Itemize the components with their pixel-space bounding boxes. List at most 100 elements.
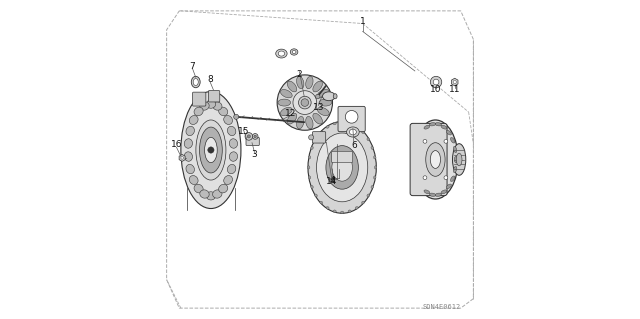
FancyBboxPatch shape xyxy=(246,137,259,145)
Text: 3: 3 xyxy=(252,150,257,159)
Text: 8: 8 xyxy=(207,75,213,84)
Ellipse shape xyxy=(287,113,297,124)
Ellipse shape xyxy=(362,131,364,134)
Ellipse shape xyxy=(189,175,198,184)
Ellipse shape xyxy=(308,156,311,159)
Ellipse shape xyxy=(317,90,329,98)
Ellipse shape xyxy=(374,156,376,159)
Ellipse shape xyxy=(319,99,332,106)
Ellipse shape xyxy=(184,139,193,148)
Ellipse shape xyxy=(194,107,203,116)
Circle shape xyxy=(252,134,258,139)
Circle shape xyxy=(444,139,448,143)
Ellipse shape xyxy=(308,176,311,179)
Circle shape xyxy=(423,139,427,143)
FancyBboxPatch shape xyxy=(338,106,365,132)
Ellipse shape xyxy=(348,210,351,212)
Ellipse shape xyxy=(224,115,232,124)
Ellipse shape xyxy=(200,190,209,198)
Text: 10: 10 xyxy=(430,85,442,94)
Ellipse shape xyxy=(320,131,323,134)
Ellipse shape xyxy=(452,144,466,175)
Ellipse shape xyxy=(313,81,323,92)
Text: 16: 16 xyxy=(171,140,182,150)
Circle shape xyxy=(247,135,250,138)
Ellipse shape xyxy=(333,122,336,125)
Ellipse shape xyxy=(224,175,232,184)
Ellipse shape xyxy=(313,113,323,124)
Ellipse shape xyxy=(280,107,292,116)
Ellipse shape xyxy=(340,121,344,124)
Text: 11: 11 xyxy=(449,85,460,94)
Ellipse shape xyxy=(196,120,226,180)
Circle shape xyxy=(308,135,314,140)
Ellipse shape xyxy=(349,129,356,135)
Circle shape xyxy=(423,176,427,180)
Ellipse shape xyxy=(306,116,313,129)
Ellipse shape xyxy=(307,166,310,169)
Ellipse shape xyxy=(278,51,285,56)
Ellipse shape xyxy=(441,190,447,194)
Ellipse shape xyxy=(227,164,236,174)
Circle shape xyxy=(254,135,257,138)
Ellipse shape xyxy=(276,49,287,58)
Circle shape xyxy=(430,76,442,88)
Ellipse shape xyxy=(205,137,217,163)
FancyBboxPatch shape xyxy=(332,151,353,163)
Ellipse shape xyxy=(355,126,358,128)
Text: 2: 2 xyxy=(296,70,302,78)
Circle shape xyxy=(346,110,358,123)
FancyBboxPatch shape xyxy=(410,123,447,196)
Ellipse shape xyxy=(308,122,376,213)
Ellipse shape xyxy=(296,116,304,129)
Text: 7: 7 xyxy=(189,62,195,71)
Circle shape xyxy=(234,114,239,119)
FancyBboxPatch shape xyxy=(312,132,326,143)
Ellipse shape xyxy=(317,133,368,202)
Ellipse shape xyxy=(374,166,377,169)
Ellipse shape xyxy=(355,207,358,209)
Ellipse shape xyxy=(280,90,292,98)
Ellipse shape xyxy=(426,143,445,176)
Ellipse shape xyxy=(278,99,291,106)
Ellipse shape xyxy=(446,184,451,189)
Ellipse shape xyxy=(296,76,304,89)
Ellipse shape xyxy=(347,127,359,137)
Ellipse shape xyxy=(229,152,237,161)
Ellipse shape xyxy=(326,146,358,189)
Ellipse shape xyxy=(194,184,203,193)
Circle shape xyxy=(453,80,456,84)
Circle shape xyxy=(316,94,320,99)
Ellipse shape xyxy=(293,91,317,115)
Ellipse shape xyxy=(189,115,198,124)
Ellipse shape xyxy=(367,138,370,141)
Ellipse shape xyxy=(219,184,228,193)
Ellipse shape xyxy=(298,96,311,109)
Ellipse shape xyxy=(277,75,333,130)
Ellipse shape xyxy=(212,102,222,110)
Ellipse shape xyxy=(292,50,296,54)
Ellipse shape xyxy=(451,176,455,182)
Ellipse shape xyxy=(326,207,329,209)
Circle shape xyxy=(245,133,253,140)
Ellipse shape xyxy=(441,125,447,129)
Ellipse shape xyxy=(374,176,376,179)
Ellipse shape xyxy=(332,154,353,181)
Ellipse shape xyxy=(430,151,440,168)
FancyBboxPatch shape xyxy=(209,91,220,102)
Ellipse shape xyxy=(287,81,297,92)
Ellipse shape xyxy=(186,164,195,174)
Ellipse shape xyxy=(191,76,200,88)
Ellipse shape xyxy=(435,193,442,196)
Ellipse shape xyxy=(219,107,228,116)
Ellipse shape xyxy=(186,126,195,136)
Ellipse shape xyxy=(429,193,436,196)
Ellipse shape xyxy=(320,201,323,204)
Ellipse shape xyxy=(446,130,451,135)
Ellipse shape xyxy=(451,137,455,143)
Circle shape xyxy=(208,147,214,153)
Ellipse shape xyxy=(181,92,241,209)
Ellipse shape xyxy=(291,49,298,55)
Ellipse shape xyxy=(200,102,209,110)
Ellipse shape xyxy=(212,190,222,198)
